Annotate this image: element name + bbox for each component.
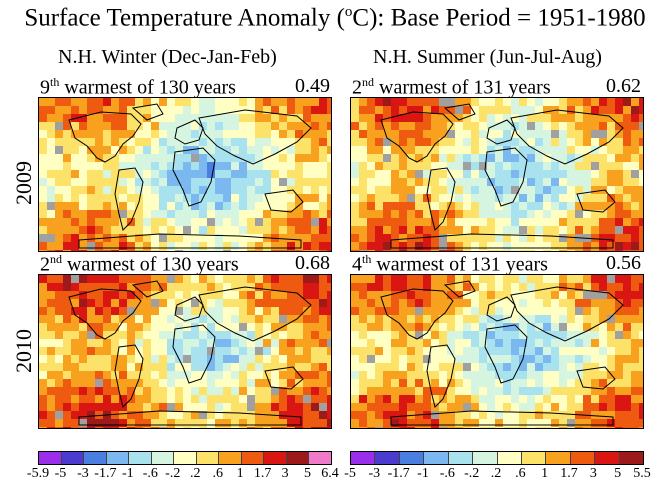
color-swatch: [546, 452, 571, 464]
color-swatch: [497, 452, 522, 464]
scale-tick-label: 1.7: [253, 466, 272, 481]
map-summer-2010: [350, 274, 644, 429]
panel-label-winter-2009: 9th warmest of 130 years: [40, 75, 236, 99]
scale-tick-label: 5: [614, 466, 622, 481]
color-swatch: [106, 452, 130, 464]
color-swatch: [264, 452, 287, 464]
panel-label-summer-2009: 2nd warmest of 131 years: [352, 75, 551, 99]
scale-tick-label: -5.9: [26, 466, 50, 481]
color-swatch: [351, 452, 376, 464]
scale-tick-label: 1: [541, 466, 549, 481]
color-swatch: [241, 452, 265, 464]
scale-tick-label: -.6: [142, 466, 158, 481]
scale-tick-label: -5: [54, 466, 67, 481]
color-swatch: [424, 452, 449, 464]
scale-tick-label: 3: [281, 466, 289, 481]
color-swatch: [473, 452, 498, 464]
color-swatch: [129, 452, 152, 464]
scale-tick-label: -3: [77, 466, 89, 481]
scale-tick-label: -.6: [439, 466, 455, 481]
scale-tick-label: .2: [189, 466, 201, 481]
map-winter-2010: [38, 274, 332, 429]
row-label-2009: 2009: [11, 161, 36, 205]
color-swatch: [151, 452, 175, 464]
scale-tick-label: -1.7: [94, 466, 117, 481]
color-swatch: [39, 452, 62, 464]
map-winter-2009: [38, 97, 332, 252]
figure-title: Surface Temperature Anomaly (oC): Base P…: [24, 4, 646, 32]
column-title-summer: N.H. Summer (Jun-Jul-Aug): [373, 46, 602, 68]
panel-label-summer-2010: 4th warmest of 131 years: [352, 252, 548, 276]
scale-tick-label: -1: [417, 466, 429, 481]
color-scale-winter: [38, 451, 332, 465]
scale-tick-label: .6: [515, 466, 526, 481]
color-swatch: [570, 452, 596, 464]
color-swatch: [219, 452, 242, 464]
scale-tick-label: -1: [122, 466, 134, 481]
color-swatch: [595, 452, 620, 464]
color-swatch: [286, 452, 310, 464]
panel-value-winter-2010: 0.68: [295, 252, 330, 274]
color-scale-summer: [350, 451, 644, 465]
scale-tick-label: 5.5: [633, 466, 651, 481]
scale-tick-label: 6.4: [321, 466, 339, 481]
color-swatch: [375, 452, 400, 464]
color-swatch: [84, 452, 107, 464]
color-swatch: [309, 452, 331, 464]
panel-value-winter-2009: 0.49: [295, 75, 330, 97]
color-swatch: [196, 452, 220, 464]
scale-tick-label: 1: [236, 466, 244, 481]
color-swatch: [174, 452, 197, 464]
scale-tick-label: .2: [490, 466, 502, 481]
scale-tick-label: .6: [212, 466, 223, 481]
panel-label-winter-2010: 2nd warmest of 130 years: [40, 252, 239, 276]
column-title-winter: N.H. Winter (Dec-Jan-Feb): [58, 46, 277, 68]
color-swatch: [521, 452, 547, 464]
scale-tick-label: 5: [304, 466, 312, 481]
panel-value-summer-2010: 0.56: [606, 252, 641, 274]
map-summer-2009: [350, 97, 644, 252]
color-swatch: [448, 452, 474, 464]
scale-tick-label: 1.7: [560, 466, 578, 481]
color-swatch: [399, 452, 425, 464]
color-swatch: [61, 452, 85, 464]
row-label-2010: 2010: [11, 329, 36, 373]
color-swatch: [619, 452, 644, 464]
scale-tick-label: -5: [344, 466, 356, 481]
color-scale-ticks-winter: -5.9 -5 -3 -1.7 -1 -.6 -.2 .2 .6 1 1.7 3 5 6.4: [27, 466, 339, 484]
panel-value-summer-2009: 0.62: [606, 75, 641, 97]
scale-tick-label: -.2: [165, 466, 181, 481]
scale-tick-label: -.2: [464, 466, 480, 481]
scale-tick-label: -1.7: [387, 466, 410, 481]
color-scale-ticks-summer: -5 -3 -1.7 -1 -.6 -.2 .2 .6 1 1.7 3 5 5.5: [344, 466, 651, 484]
scale-tick-label: -3: [368, 466, 381, 481]
scale-tick-label: 3: [589, 466, 597, 481]
